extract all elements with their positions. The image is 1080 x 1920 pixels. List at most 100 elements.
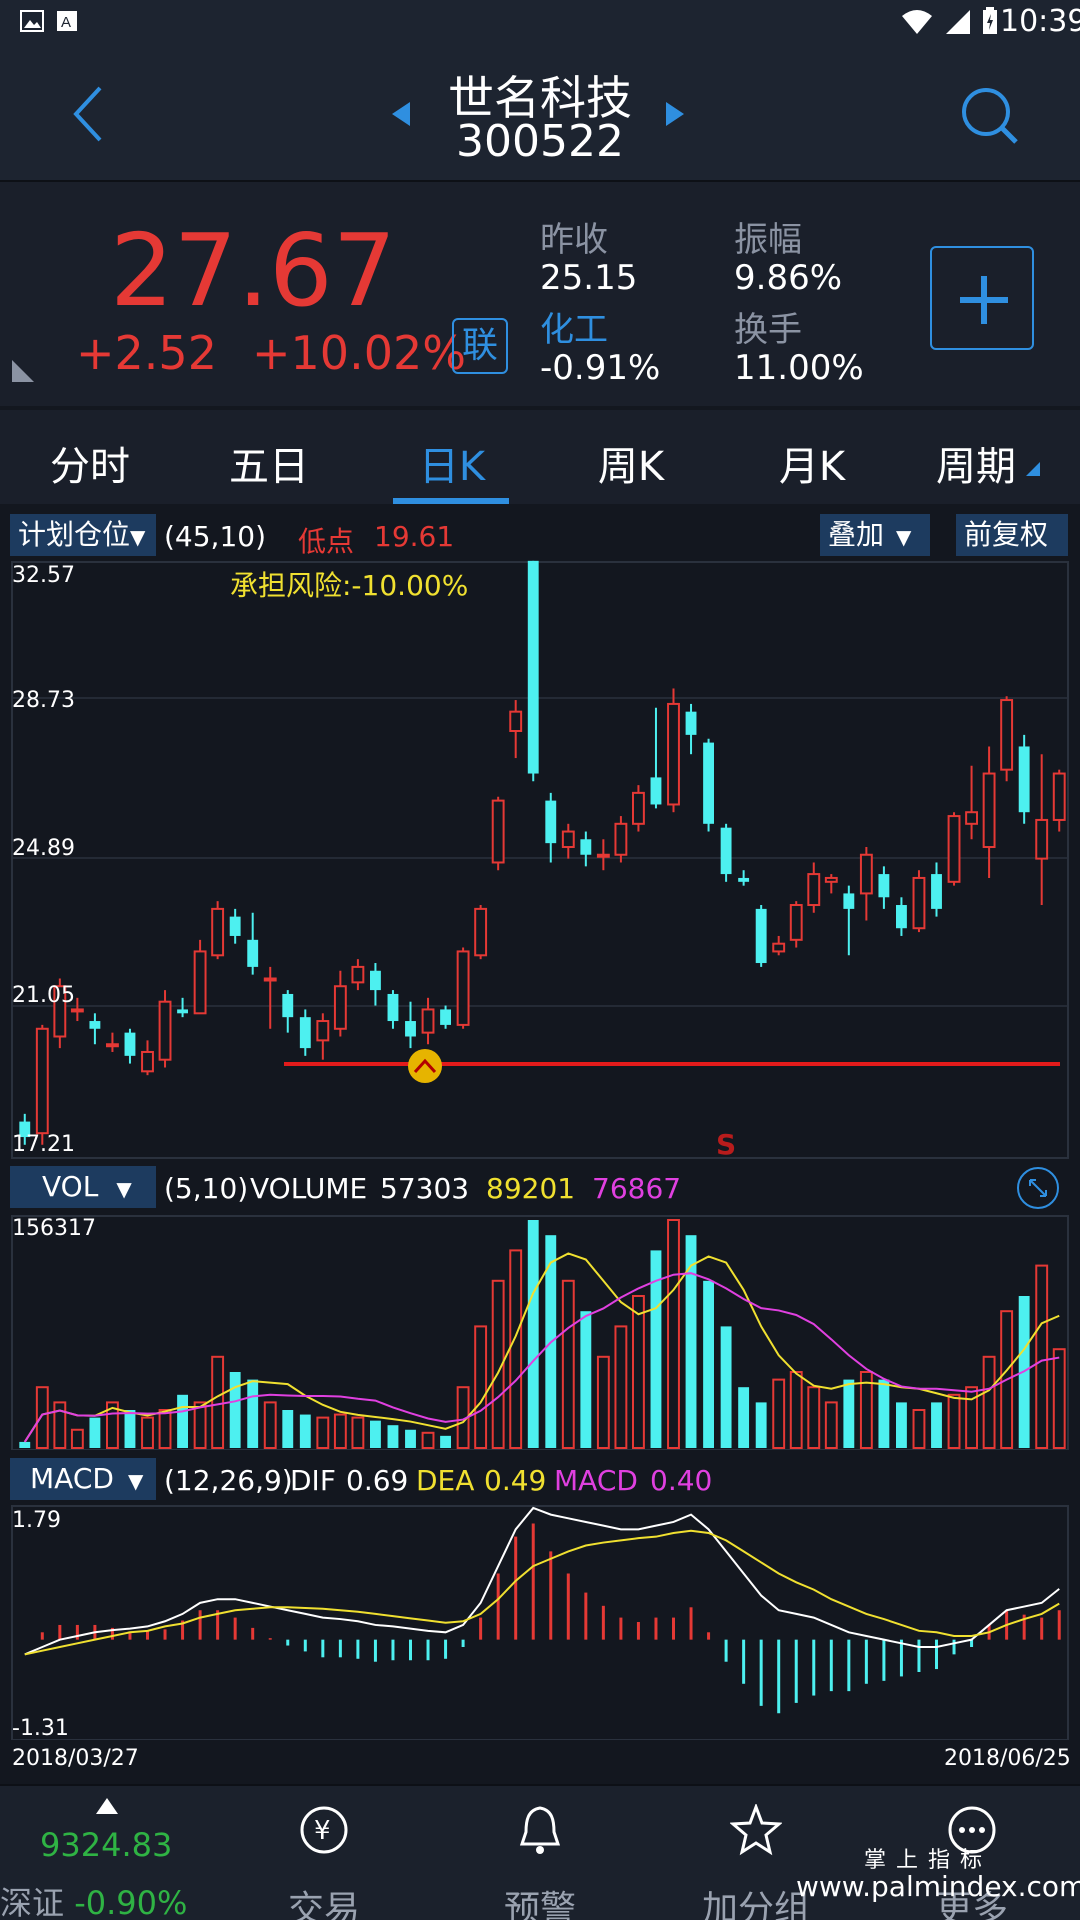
volume-bar [703,1280,715,1448]
trade-icon[interactable]: ¥ [298,1804,350,1856]
candle-body [650,777,662,805]
candle-body [720,827,732,875]
candles-group [19,560,1066,1145]
nav-add-group-label[interactable]: 加分组 [701,1889,810,1920]
volume-bar [1035,1264,1049,1449]
candle-body [211,907,225,957]
volume-dropdown[interactable]: VOL ▼ [10,1166,156,1208]
volume-bar [843,1379,855,1448]
bell-icon[interactable] [514,1804,566,1856]
more-icon[interactable] [946,1804,998,1856]
candle-body [614,822,628,856]
nav-more-label[interactable]: 更多 [935,1889,1008,1920]
candle-body [456,950,470,1026]
volume-bar [895,1402,907,1448]
candle-body [703,742,715,824]
date-start: 2018/03/27 [12,1746,139,1771]
volume-params: (5,10) [164,1172,249,1205]
active-tab-indicator [393,498,509,504]
volume-bar [947,1393,961,1450]
nav-alert-label[interactable]: 预警 [503,1889,576,1920]
candle-body [299,1017,311,1049]
dea-value: 0.49 [484,1464,547,1497]
candle-body [878,874,890,898]
candle-body [1052,772,1066,821]
stock-code: 300522 [456,116,624,167]
signal-icon [946,10,970,34]
candle-body [70,1008,84,1013]
back-arrow-icon[interactable] [70,84,110,144]
volume-bar [474,1325,488,1449]
adjust-button[interactable]: 前复权 [956,514,1068,556]
volume-bar [351,1416,365,1450]
candle-body [421,1008,435,1034]
status-bar: A 10:39 [0,0,1080,44]
volume-bar [105,1401,119,1449]
low-point-value: 19.61 [374,520,455,553]
expand-icon[interactable] [1016,1166,1060,1210]
overlay-button[interactable]: 叠加 ▼ [820,514,930,556]
turnover-label: 换手 [734,310,802,350]
macd-dropdown[interactable]: MACD ▼ [10,1458,156,1500]
candle-body [158,1000,172,1061]
candle-body [405,1021,416,1037]
index-name-change[interactable]: 深证 -0.90% [0,1884,188,1920]
next-stock-icon[interactable] [664,100,686,128]
candle-body [631,791,645,825]
tab-five-day[interactable]: 五日 [229,444,309,490]
previous-stock-icon[interactable] [390,100,412,128]
candle-body [843,893,855,909]
volume-bar [229,1372,241,1448]
candle-body [895,905,907,929]
candle-body [931,874,942,909]
nav-trade-label[interactable]: 交易 [287,1889,360,1920]
candle-body [474,907,488,957]
add-watchlist-button[interactable] [930,246,1034,350]
tab-daily-k[interactable]: 日K [418,444,486,490]
tab-weekly-k[interactable]: 周K [597,444,665,490]
search-icon[interactable] [958,84,1020,146]
star-icon[interactable] [730,1804,782,1856]
volume-bar [369,1420,381,1448]
candle-body [965,811,979,825]
candle-body [580,839,592,855]
price-change-pct: +10.02% [252,326,466,380]
low-point-label: 低点 [298,525,355,558]
dea-label: DEA [416,1464,475,1497]
app-notification-icon: A [57,11,77,31]
macd-chart[interactable] [0,1504,1080,1740]
tab-monthly-k[interactable]: 月K [778,444,846,490]
prev-close-label: 昨收 [540,220,608,260]
volume-bar [405,1429,416,1448]
volume-bar [824,1401,838,1449]
volume-ma5: 89201 [486,1172,576,1205]
sector-label[interactable]: 化工 [540,310,608,350]
candle-body [789,904,803,941]
macd-label: MACD [554,1464,638,1497]
volume-bar [333,1413,347,1449]
stock-name: 世名科技 [448,71,632,125]
dropdown-triangle-icon [1026,462,1040,476]
price-change: +2.52 [76,326,217,380]
candle-body [755,908,767,964]
volume-chart[interactable] [0,1214,1080,1450]
indicator-dropdown[interactable]: 计划仓位▼ [10,514,156,556]
volume-bar [561,1279,575,1449]
index-value[interactable]: 9324.83 [40,1826,173,1864]
candlestick-chart[interactable]: S [0,560,1080,1160]
volume-bar [70,1428,84,1449]
volume-bar [685,1235,697,1448]
app-header: 世名科技 300522 [0,44,1080,182]
volume-bar [1000,1310,1014,1449]
dif-line [24,1506,1060,1656]
status-time: 10:39 [1000,4,1080,39]
tab-period[interactable]: 周期 [936,444,1016,490]
tab-intraday[interactable]: 分时 [50,444,130,490]
sector-change: -0.91% [540,348,661,388]
volume-bar [193,1401,207,1449]
candle-body [19,1121,31,1138]
link-button[interactable]: 联 [452,318,508,374]
volume-y-max: 156317 [12,1216,96,1241]
y-tick-2: 24.89 [12,836,75,861]
volume-bar [807,1386,821,1449]
